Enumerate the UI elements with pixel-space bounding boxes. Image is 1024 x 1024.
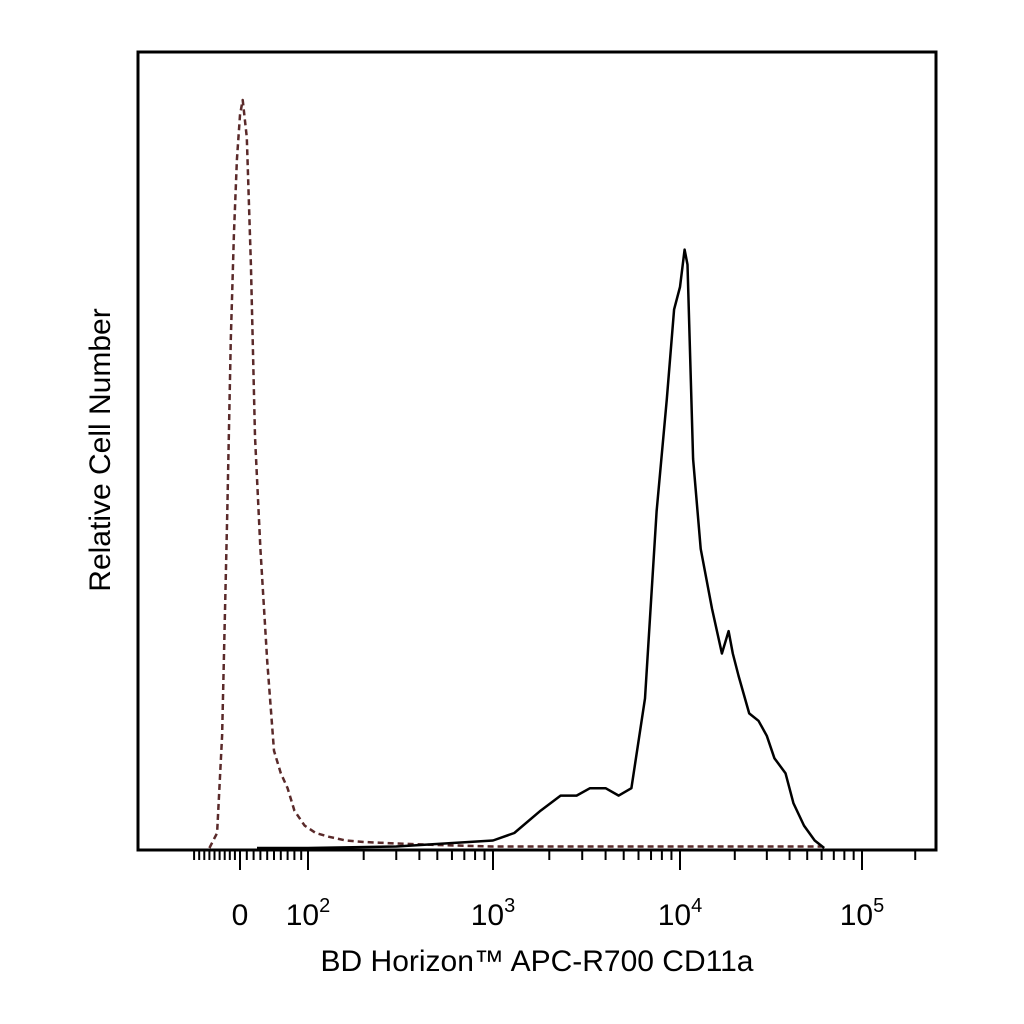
x-axis-tick-labels: 0 102 103 104 105 [232,895,885,932]
series-layer [208,98,825,850]
x-axis-ticks [138,848,936,870]
plot-frame [136,50,938,852]
x-tick-label: 102 [286,895,331,932]
series-line-stained [257,248,825,850]
y-axis-label: Relative Cell Number [84,308,117,591]
x-tick-label: 0 [232,899,249,932]
x-tick-label: 104 [658,895,703,932]
x-axis-label: BD Horizon™ APC-R700 CD11a [321,945,754,978]
series-line-control [208,98,822,849]
x-tick-label: 103 [471,895,516,932]
x-tick-label: 105 [840,895,885,932]
